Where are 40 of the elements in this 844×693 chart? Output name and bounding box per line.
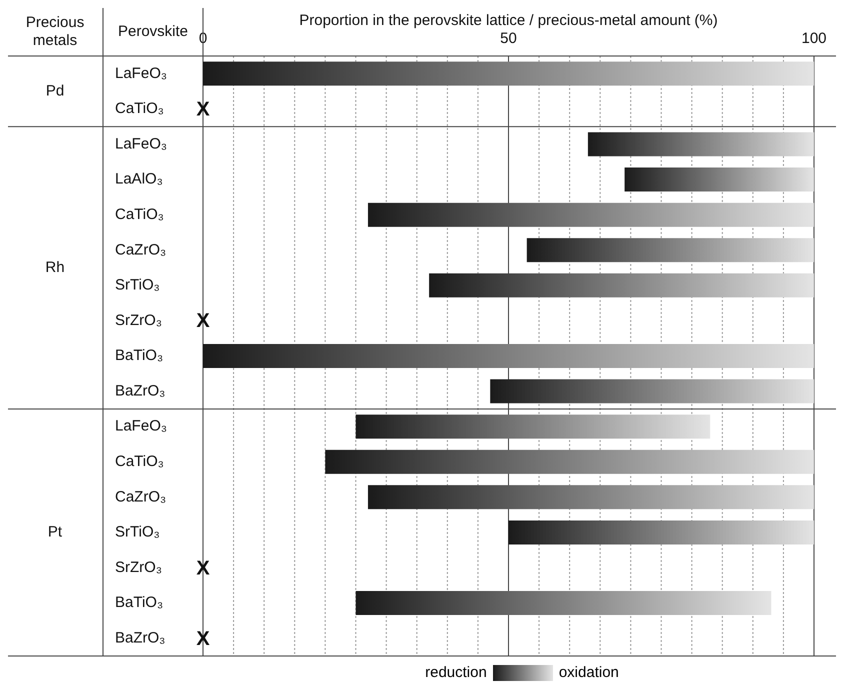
y-tick-label: BaTiO₃ xyxy=(115,594,164,612)
text: Perovskite xyxy=(118,23,188,40)
y-tick-label: CaTiO₃ xyxy=(115,453,164,470)
y-tick-label: LaFeO₃ xyxy=(115,135,167,152)
y-tick-label: SrTiO₃ xyxy=(115,276,160,294)
bar xyxy=(356,414,710,439)
bar xyxy=(203,62,814,86)
text: Rh xyxy=(45,258,65,276)
text: Pt xyxy=(48,524,63,541)
bar xyxy=(325,450,814,474)
bar xyxy=(429,273,814,298)
text: reduction xyxy=(425,664,487,681)
bar xyxy=(368,202,814,227)
y-tick-label: BaZrO₃ xyxy=(115,629,166,646)
y-tick-label: CaZrO₃ xyxy=(115,488,166,506)
y-tick-label: SrZrO₃ xyxy=(115,312,162,329)
y-tick-label: BaZrO₃ xyxy=(115,382,166,400)
bar xyxy=(508,520,814,544)
bar xyxy=(368,485,814,510)
x-tick-label: 50 xyxy=(500,30,517,48)
bar xyxy=(624,168,814,192)
bar xyxy=(490,379,814,404)
y-tick-label: SrZrO₃ xyxy=(115,558,162,576)
x-axis-title: Proportion in the perovskite lattice / precious-metal amount (%) xyxy=(299,12,718,30)
y-tick-label: LaFeO₃ xyxy=(115,64,167,82)
bar xyxy=(588,132,814,156)
bar xyxy=(203,344,814,368)
y-tick-label: BaTiO₃ xyxy=(115,347,164,364)
y-tick-label: LaFeO₃ xyxy=(115,418,167,435)
text: Precious metals xyxy=(26,14,84,50)
text: Pd xyxy=(46,82,64,100)
y-tick-label: SrTiO₃ xyxy=(115,524,160,541)
bar xyxy=(356,591,772,616)
bar xyxy=(526,238,814,262)
x-tick-label: 100 xyxy=(801,30,827,48)
text: oxidation xyxy=(558,664,619,681)
y-tick-label: CaZrO₃ xyxy=(115,241,166,258)
y-tick-label: CaTiO₃ xyxy=(115,100,164,118)
y-tick-label: LaAlO₃ xyxy=(115,170,163,188)
y-tick-label: CaTiO₃ xyxy=(115,206,164,223)
